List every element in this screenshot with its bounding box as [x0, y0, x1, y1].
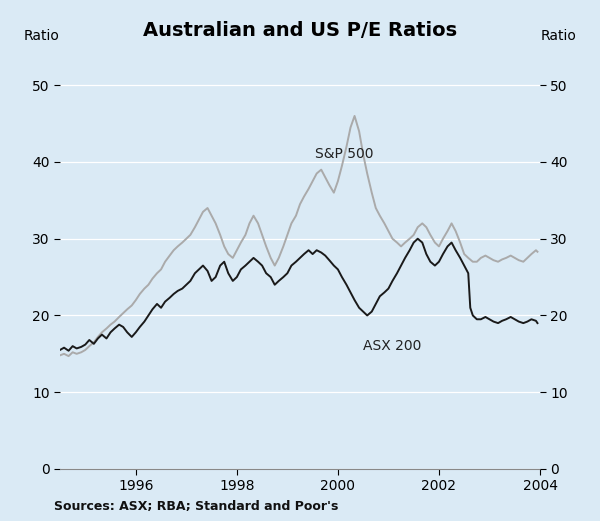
Text: ASX 200: ASX 200 — [363, 339, 422, 353]
Text: Sources: ASX; RBA; Standard and Poor's: Sources: ASX; RBA; Standard and Poor's — [54, 500, 338, 513]
Title: Australian and US P/E Ratios: Australian and US P/E Ratios — [143, 21, 457, 40]
Text: Ratio: Ratio — [24, 29, 60, 43]
Text: S&P 500: S&P 500 — [315, 147, 374, 161]
Text: Ratio: Ratio — [540, 29, 576, 43]
